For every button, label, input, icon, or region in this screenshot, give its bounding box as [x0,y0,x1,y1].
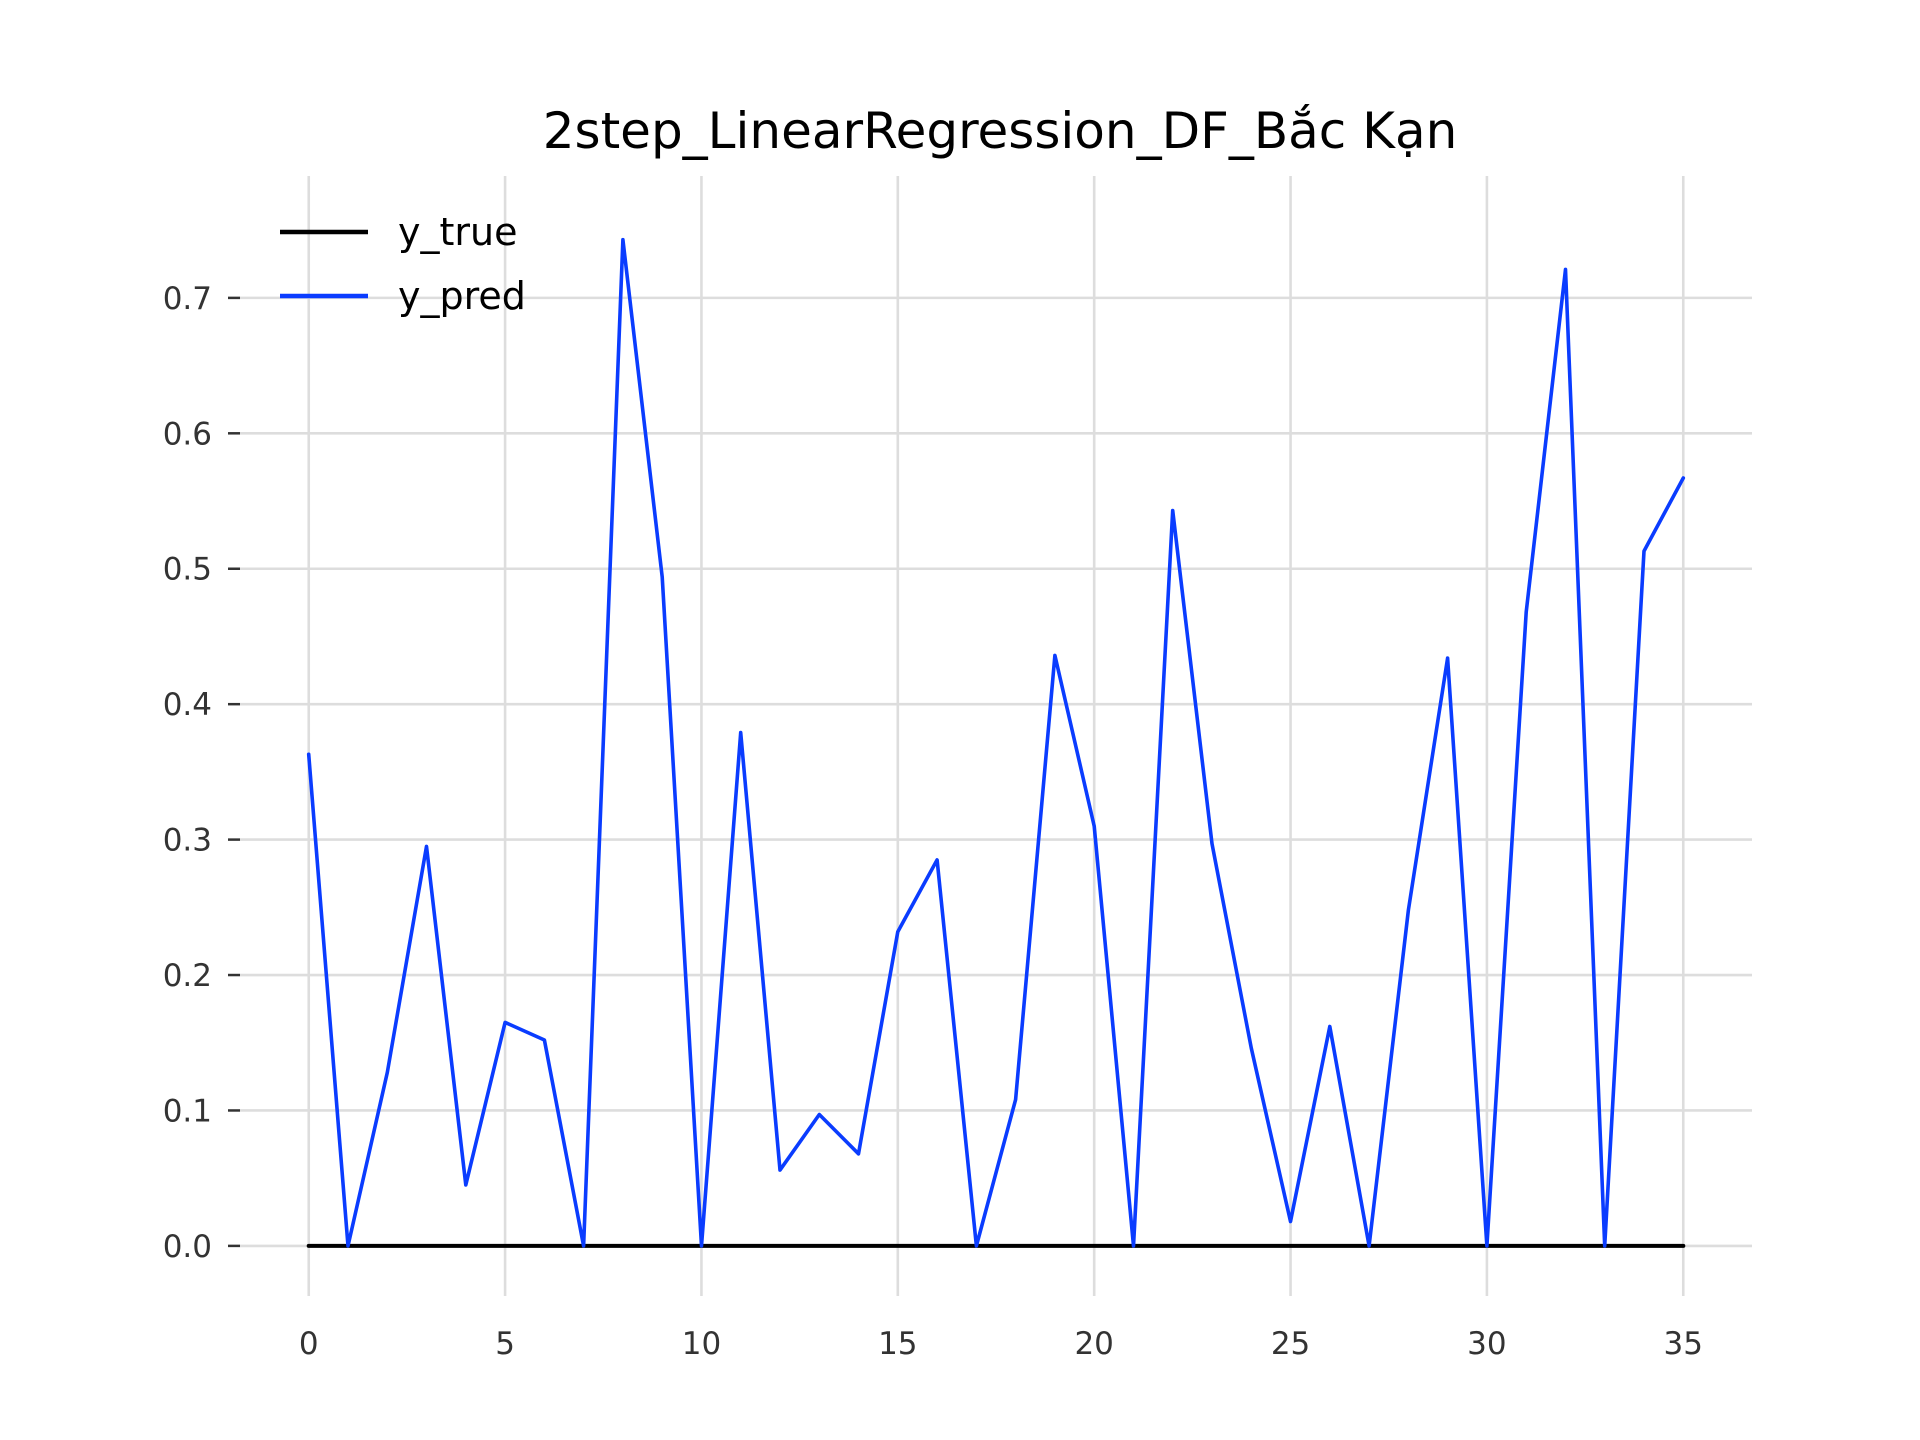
x-tick-label: 35 [1664,1326,1703,1362]
x-tick-label: 5 [495,1326,515,1362]
y-tick-label: 0.4 [163,687,212,723]
x-tick-label: 15 [878,1326,917,1362]
y-tick-label: 0.5 [163,552,212,588]
y-tick-label: 0.3 [163,823,212,859]
x-tick-label: 0 [299,1326,319,1362]
y-tick-label: 0.1 [163,1093,212,1129]
series-line-y-pred [306,237,1686,1248]
y-tick-label: 0.6 [163,416,212,452]
y-tick-label: 0.0 [163,1229,212,1265]
y-tick-label: 0.2 [163,958,212,994]
x-tick-label: 20 [1074,1326,1113,1362]
x-tick-label: 10 [682,1326,721,1362]
grid [240,176,1752,1296]
legend: y_true y_pred [280,210,526,318]
series-group [306,237,1686,1248]
y-tick-label: 0.7 [163,281,212,317]
x-axis: 0 5 10 15 20 25 30 35 [299,1326,1703,1362]
x-tick-label: 25 [1271,1326,1310,1362]
y-axis: 0.0 0.1 0.2 0.3 0.4 0.5 0.6 0.7 [163,281,240,1265]
legend-label-y-pred: y_pred [398,274,526,318]
legend-label-y-true: y_true [398,210,517,254]
chart-title: 2step_LinearRegression_DF_Bắc Kạn [543,102,1458,160]
x-tick-label: 30 [1467,1326,1506,1362]
